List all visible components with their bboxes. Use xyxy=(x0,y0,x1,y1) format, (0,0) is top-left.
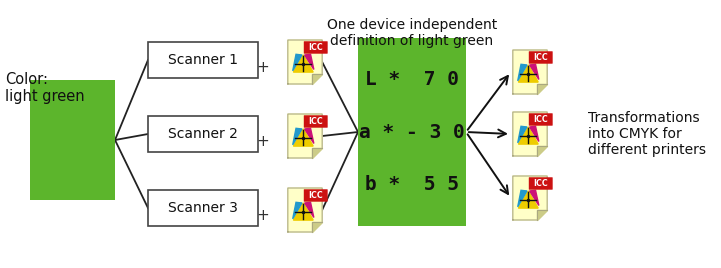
Polygon shape xyxy=(530,126,539,142)
Polygon shape xyxy=(312,74,322,84)
FancyBboxPatch shape xyxy=(528,177,553,190)
Polygon shape xyxy=(293,55,313,72)
Text: +: + xyxy=(257,207,270,222)
Polygon shape xyxy=(537,210,547,220)
Polygon shape xyxy=(518,190,527,207)
Polygon shape xyxy=(293,202,302,219)
Text: ICC: ICC xyxy=(309,43,323,52)
Polygon shape xyxy=(288,188,322,232)
Text: Scanner 3: Scanner 3 xyxy=(168,201,238,215)
Bar xyxy=(148,190,258,226)
Polygon shape xyxy=(293,129,313,146)
Text: Color:
light green: Color: light green xyxy=(5,72,84,105)
Polygon shape xyxy=(518,191,538,208)
Text: ICC: ICC xyxy=(534,179,548,188)
Text: ICC: ICC xyxy=(309,117,323,126)
Text: ICC: ICC xyxy=(534,115,548,124)
Polygon shape xyxy=(304,128,314,143)
Text: b *  5 5: b * 5 5 xyxy=(365,175,459,194)
FancyBboxPatch shape xyxy=(528,51,553,64)
Text: ICC: ICC xyxy=(534,53,548,62)
Polygon shape xyxy=(312,148,322,158)
Polygon shape xyxy=(518,127,538,144)
Text: +: + xyxy=(257,133,270,148)
FancyBboxPatch shape xyxy=(304,115,327,128)
Polygon shape xyxy=(537,84,547,94)
FancyBboxPatch shape xyxy=(528,113,553,126)
FancyBboxPatch shape xyxy=(304,41,327,54)
Polygon shape xyxy=(304,202,314,217)
Text: ICC: ICC xyxy=(309,191,323,200)
Polygon shape xyxy=(518,126,527,143)
Polygon shape xyxy=(288,114,322,158)
Polygon shape xyxy=(293,128,302,145)
Polygon shape xyxy=(518,65,538,82)
Text: +: + xyxy=(257,59,270,75)
Text: a * - 3 0: a * - 3 0 xyxy=(359,122,465,142)
Polygon shape xyxy=(518,64,527,81)
Polygon shape xyxy=(530,190,539,206)
Polygon shape xyxy=(293,203,313,220)
Polygon shape xyxy=(304,54,314,69)
Bar xyxy=(148,42,258,78)
FancyBboxPatch shape xyxy=(304,189,327,202)
Polygon shape xyxy=(288,40,322,84)
Polygon shape xyxy=(537,146,547,156)
Bar xyxy=(358,38,466,226)
Bar xyxy=(148,116,258,152)
Text: Scanner 2: Scanner 2 xyxy=(168,127,238,141)
Text: Scanner 1: Scanner 1 xyxy=(168,53,238,67)
Bar xyxy=(30,80,115,200)
Text: Transformations
into CMYK for
different printers: Transformations into CMYK for different … xyxy=(588,111,706,157)
Polygon shape xyxy=(513,176,547,220)
Polygon shape xyxy=(513,112,547,156)
Polygon shape xyxy=(312,222,322,232)
Text: One device independent
definition of light green: One device independent definition of lig… xyxy=(327,18,497,48)
Polygon shape xyxy=(530,64,539,80)
Polygon shape xyxy=(513,50,547,94)
Text: L *  7 0: L * 7 0 xyxy=(365,70,459,89)
Polygon shape xyxy=(293,54,302,71)
